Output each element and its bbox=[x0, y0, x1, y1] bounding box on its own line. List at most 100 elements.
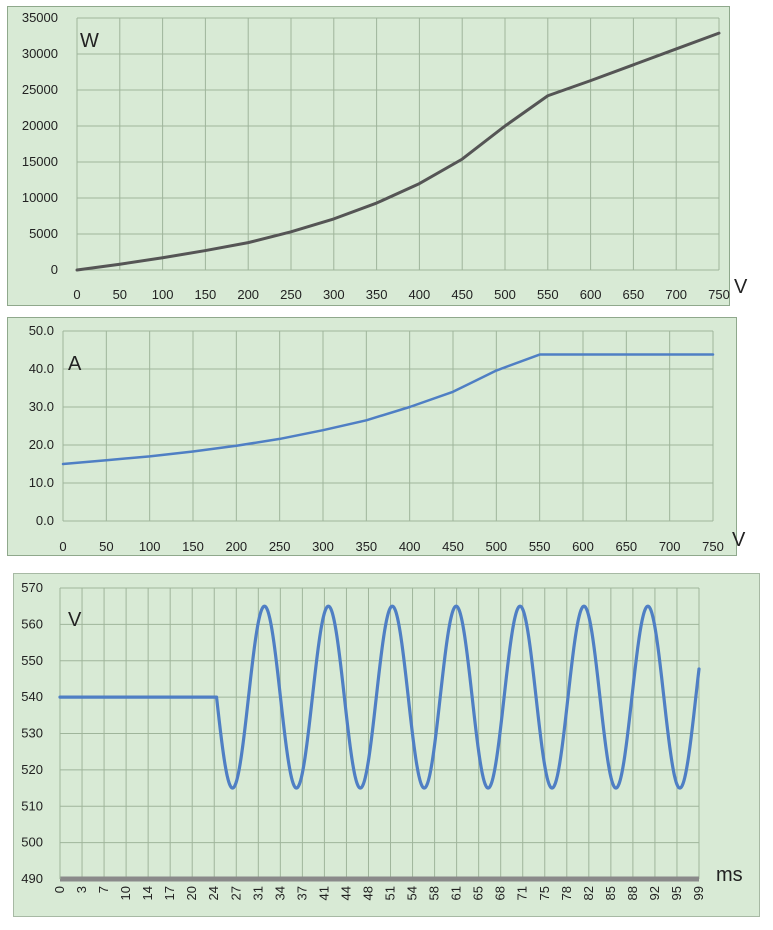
x-tick-label: 500 bbox=[485, 539, 507, 554]
x-tick-label: 250 bbox=[269, 539, 291, 554]
x-tick-label: 92 bbox=[647, 886, 662, 900]
current-chart: 0.0 10.0 20.0 30.0 40.0 50.0 0 50 100 150 200 250 30… bbox=[29, 323, 746, 554]
x-tick-label: 250 bbox=[280, 287, 302, 302]
x-tick-label: 58 bbox=[427, 886, 442, 900]
grid bbox=[76, 17, 720, 271]
y-unit-label: W bbox=[80, 30, 99, 52]
x-tick-label: 82 bbox=[581, 886, 596, 900]
y-tick-label: 50.0 bbox=[29, 323, 54, 338]
y-unit-label: V bbox=[68, 609, 82, 631]
x-tick-label: 600 bbox=[580, 287, 602, 302]
x-tick-label: 200 bbox=[237, 287, 259, 302]
x-tick-label: 450 bbox=[451, 287, 473, 302]
y-tick-label: 30.0 bbox=[29, 399, 54, 414]
y-tick-label: 540 bbox=[21, 689, 43, 704]
x-tick-label: 88 bbox=[625, 886, 640, 900]
y-tick-label: 510 bbox=[21, 798, 43, 813]
x-tick-label: 10 bbox=[118, 886, 133, 900]
y-tick-label: 550 bbox=[21, 653, 43, 668]
x-tick-label: 600 bbox=[572, 539, 594, 554]
x-tick-label: 31 bbox=[250, 886, 265, 900]
y-tick-label: 40.0 bbox=[29, 361, 54, 376]
x-tick-label: 350 bbox=[355, 539, 377, 554]
x-tick-label: 34 bbox=[272, 886, 287, 900]
x-tick-label: 68 bbox=[493, 886, 508, 900]
y-tick-label: 20.0 bbox=[29, 437, 54, 452]
y-tick-label: 20000 bbox=[22, 118, 58, 133]
y-tick-label: 30000 bbox=[22, 46, 58, 61]
x-tick-label: 44 bbox=[338, 886, 353, 900]
y-tick-label: 490 bbox=[21, 871, 43, 886]
y-unit-label: A bbox=[68, 353, 82, 375]
x-unit-label: ms bbox=[716, 864, 743, 886]
y-tick-label: 560 bbox=[21, 616, 43, 631]
x-tick-label: 51 bbox=[383, 886, 398, 900]
x-tick-label: 24 bbox=[206, 886, 221, 900]
y-tick-label: 35000 bbox=[22, 10, 58, 25]
x-tick-label: 7 bbox=[96, 886, 111, 893]
x-tick-label: 150 bbox=[182, 539, 204, 554]
x-tick-label: 400 bbox=[399, 539, 421, 554]
x-tick-label: 700 bbox=[659, 539, 681, 554]
x-tick-label: 650 bbox=[623, 287, 645, 302]
x-tick-label: 27 bbox=[228, 886, 243, 900]
x-tick-label: 95 bbox=[669, 886, 684, 900]
x-tick-label: 650 bbox=[615, 539, 637, 554]
x-tick-label: 48 bbox=[360, 886, 375, 900]
y-tick-label: 5000 bbox=[29, 226, 58, 241]
x-tick-label: 700 bbox=[665, 287, 687, 302]
x-tick-label: 17 bbox=[162, 886, 177, 900]
x-tick-label: 0 bbox=[73, 287, 80, 302]
grid bbox=[62, 330, 714, 522]
y-tick-label: 0.0 bbox=[36, 513, 54, 528]
x-tick-label: 400 bbox=[409, 287, 431, 302]
x-tick-label: 300 bbox=[323, 287, 345, 302]
x-tick-label: 85 bbox=[603, 886, 618, 900]
x-tick-label: 750 bbox=[708, 287, 730, 302]
y-tick-label: 10000 bbox=[22, 190, 58, 205]
series-line bbox=[75, 31, 721, 272]
y-tick-label: 520 bbox=[21, 762, 43, 777]
y-tick-label: 570 bbox=[21, 580, 43, 595]
x-tick-label: 450 bbox=[442, 539, 464, 554]
current-chart-panel: 0.0 10.0 20.0 30.0 40.0 50.0 0 50 100 150 200 250 30… bbox=[7, 317, 746, 556]
x-tick-label: 300 bbox=[312, 539, 334, 554]
x-tick-label: 71 bbox=[515, 886, 530, 900]
x-tick-label: 14 bbox=[140, 886, 155, 900]
x-tick-label: 37 bbox=[294, 886, 309, 900]
x-tick-label: 200 bbox=[225, 539, 247, 554]
x-unit-label: V bbox=[734, 276, 748, 298]
x-unit-label: V bbox=[732, 529, 746, 551]
x-tick-label: 99 bbox=[691, 886, 706, 900]
x-tick-label: 20 bbox=[184, 886, 199, 900]
x-tick-label: 350 bbox=[366, 287, 388, 302]
power-chart-panel: 0 5000 10000 15000 20000 25000 30000 35000 0 50 10… bbox=[7, 6, 748, 306]
x-tick-label: 50 bbox=[113, 287, 127, 302]
x-tick-label: 0 bbox=[59, 539, 66, 554]
x-tick-label: 3 bbox=[74, 886, 89, 893]
x-tick-label: 65 bbox=[471, 886, 486, 900]
y-tick-label: 25000 bbox=[22, 82, 58, 97]
x-tick-label: 75 bbox=[537, 886, 552, 900]
x-tick-label: 50 bbox=[99, 539, 113, 554]
y-tick-label: 530 bbox=[21, 726, 43, 741]
x-tick-label: 61 bbox=[449, 886, 464, 900]
y-tick-label: 0 bbox=[51, 262, 58, 277]
series-line bbox=[58, 604, 701, 790]
x-tick-label: 78 bbox=[559, 886, 574, 900]
x-tick-label: 550 bbox=[537, 287, 559, 302]
x-tick-label: 500 bbox=[494, 287, 516, 302]
series-line bbox=[61, 353, 715, 466]
x-tick-label: 750 bbox=[702, 539, 724, 554]
y-tick-label: 500 bbox=[21, 835, 43, 850]
x-tick-label: 100 bbox=[139, 539, 161, 554]
power-chart: 0 5000 10000 15000 20000 25000 30000 35000 0 50 10… bbox=[22, 10, 748, 302]
x-tick-label: 54 bbox=[405, 886, 420, 900]
y-tick-label: 15000 bbox=[22, 154, 58, 169]
voltage-chart-panel: 490 500 510 520 530 540 550 560 570 0 3 7 10 14 17 20 24… bbox=[13, 573, 760, 917]
x-tick-label: 41 bbox=[316, 886, 331, 900]
x-tick-label: 550 bbox=[529, 539, 551, 554]
y-tick-label: 10.0 bbox=[29, 475, 54, 490]
x-tick-label: 0 bbox=[52, 886, 67, 893]
